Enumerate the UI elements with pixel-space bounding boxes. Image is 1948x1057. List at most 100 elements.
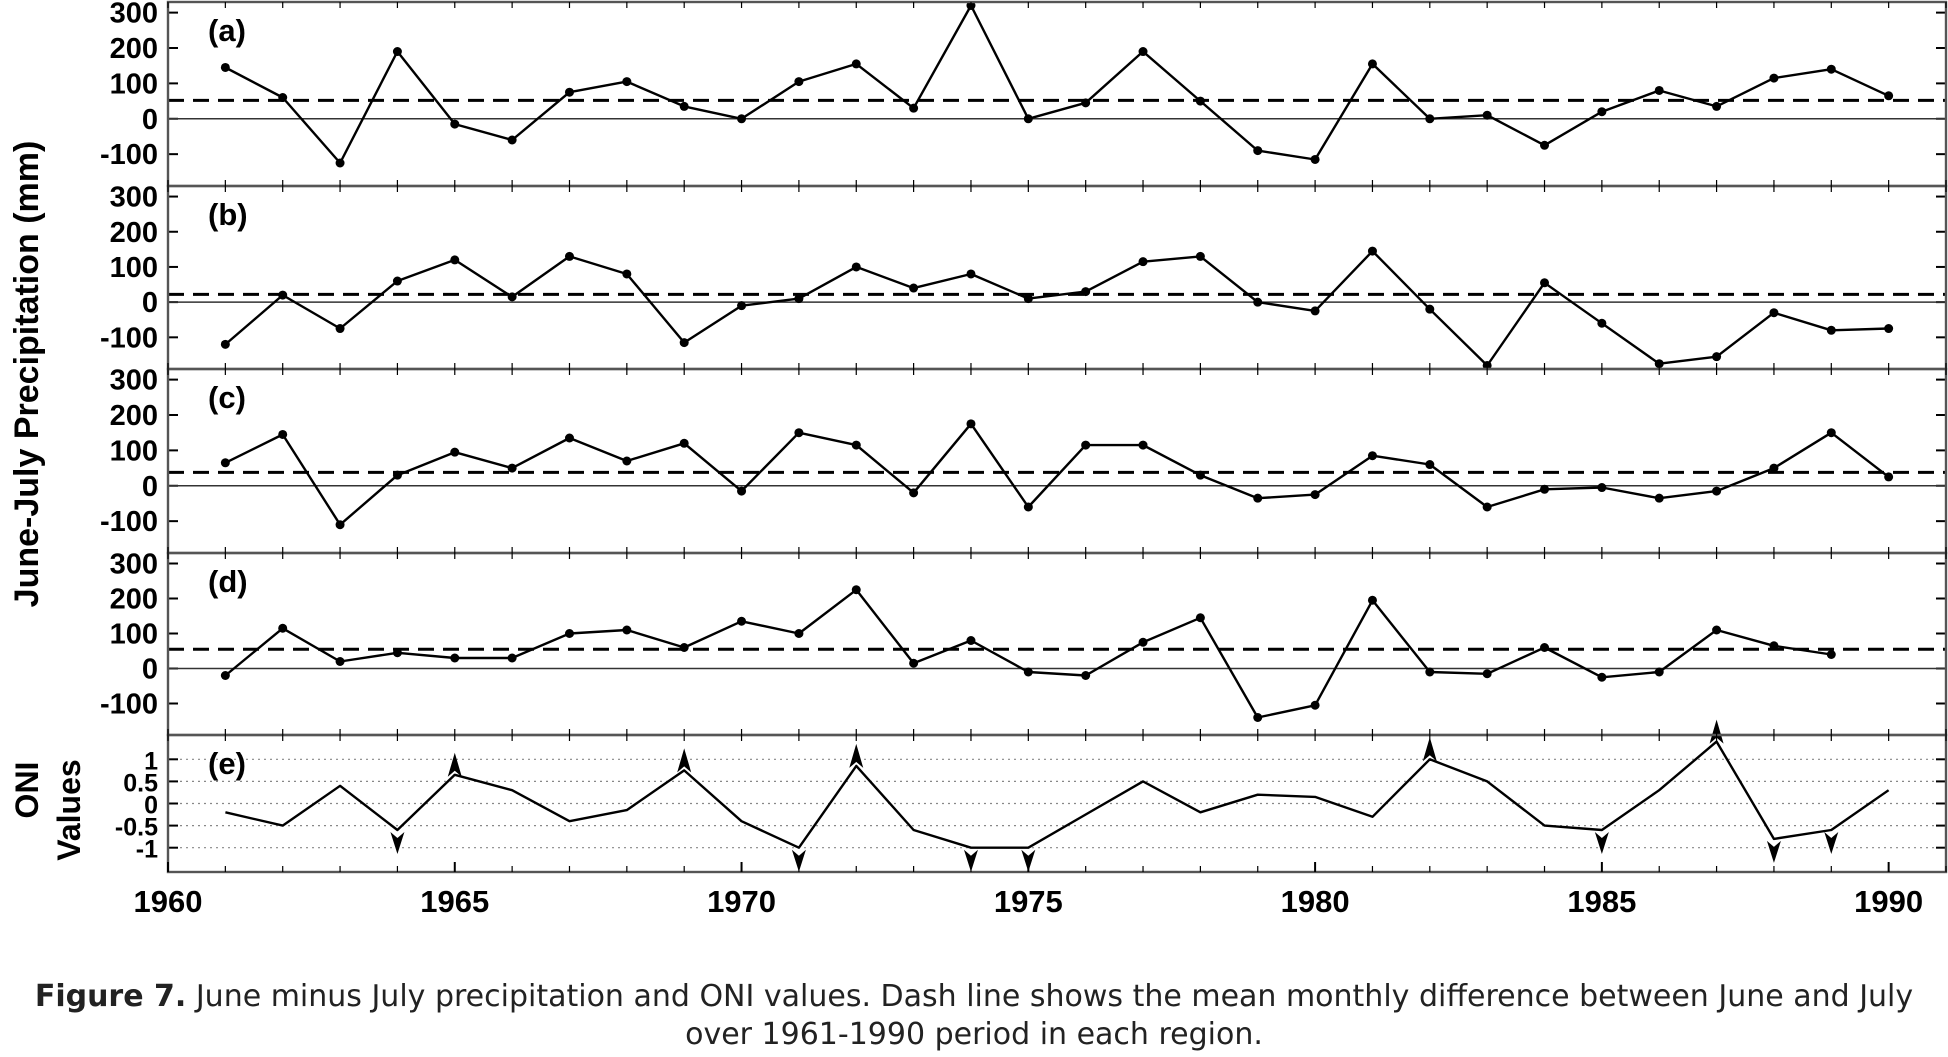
panel-label: (b) (208, 197, 248, 232)
data-point (1884, 91, 1894, 101)
data-point (794, 77, 804, 87)
panel-frame (166, 184, 1948, 371)
y-tick-label: 0 (142, 471, 158, 503)
data-point (450, 653, 460, 663)
data-point (278, 290, 288, 300)
series-line (224, 422, 1890, 526)
panel-e: -1-0.500.51 (e) (115, 719, 1948, 874)
data-point (220, 62, 230, 72)
x-tick-label: 1990 (1854, 884, 1923, 919)
caption-text: June minus July precipitation and ONI va… (186, 979, 1914, 1052)
data-point (1597, 483, 1607, 493)
data-point (1081, 671, 1091, 680)
data-point (335, 520, 345, 530)
data-point (909, 658, 919, 668)
data-point (1654, 493, 1664, 503)
y-tick-label: -100 (100, 139, 158, 171)
series-line (224, 588, 1832, 719)
data-point (335, 158, 345, 168)
data-point (1081, 287, 1091, 297)
data-point (1023, 294, 1033, 304)
x-tick-label: 1985 (1567, 884, 1636, 919)
data-point (909, 103, 919, 113)
data-point (1425, 114, 1435, 124)
data-point (679, 101, 689, 111)
caption-label: Figure 7. (34, 979, 187, 1014)
el-nino-up-arrow (677, 748, 692, 773)
y-tick-label: 200 (110, 33, 158, 65)
data-point (1081, 440, 1091, 450)
panel-label: (e) (208, 746, 246, 781)
data-point (507, 292, 517, 302)
data-point (1425, 667, 1435, 677)
data-point (507, 135, 517, 145)
data-point (794, 428, 804, 438)
y-tick-label: 0 (142, 104, 158, 136)
panel-label: (d) (208, 564, 248, 599)
data-point (220, 671, 230, 680)
data-point (1195, 470, 1205, 480)
y-tick-label: 0 (142, 287, 158, 319)
data-point (737, 486, 747, 496)
data-point (679, 643, 689, 652)
data-point (1884, 324, 1894, 334)
data-point (1195, 96, 1205, 106)
data-point (1712, 101, 1722, 111)
y-tick-label: 100 (110, 68, 158, 100)
data-point (1654, 85, 1664, 95)
y-tick-label: 0 (142, 654, 158, 686)
data-point (909, 488, 919, 498)
y-tick-label: 100 (110, 252, 158, 284)
data-point (1310, 700, 1320, 710)
data-point (1482, 502, 1492, 512)
data-point (1540, 278, 1550, 288)
y-tick-label: 200 (110, 217, 158, 249)
data-point (1540, 484, 1550, 494)
data-point (1712, 625, 1722, 635)
data-point (679, 338, 689, 348)
y-tick-label: 1 (144, 747, 158, 775)
data-point (1826, 64, 1836, 74)
data-point (564, 629, 574, 638)
data-point (507, 653, 517, 663)
la-nina-down-arrow (390, 832, 405, 855)
data-point (278, 93, 288, 103)
data-point (622, 269, 632, 279)
y-tick-label: 300 (110, 0, 158, 30)
data-point (1597, 107, 1607, 117)
x-tick-label: 1975 (994, 884, 1063, 919)
panel-frame (166, 0, 1948, 188)
data-point (1253, 713, 1263, 722)
y-tick-label: -0.5 (115, 814, 158, 842)
data-point (564, 251, 574, 261)
data-point (1023, 667, 1033, 677)
data-point (851, 440, 861, 450)
data-point (851, 59, 861, 69)
panel-frame (166, 551, 1948, 737)
y-axis-title-oni: ONI (9, 762, 45, 819)
la-nina-down-arrow (1594, 832, 1609, 855)
data-point (1367, 451, 1377, 461)
data-point (278, 623, 288, 633)
y-axis-title-values: Values (51, 759, 87, 860)
data-point (966, 419, 976, 429)
data-point (1826, 428, 1836, 438)
data-point (1138, 637, 1148, 647)
panel-label: (c) (208, 380, 246, 415)
el-nino-up-arrow (1422, 737, 1437, 762)
data-point (1310, 306, 1320, 316)
data-point (1654, 667, 1664, 677)
data-point (1884, 472, 1894, 482)
y-tick-label: 300 (110, 365, 158, 397)
y-tick-label: -100 (100, 506, 158, 538)
data-point (1540, 140, 1550, 150)
y-tick-label: 100 (110, 619, 158, 651)
data-point (450, 119, 460, 129)
data-point (1482, 110, 1492, 120)
la-nina-down-arrow (1766, 840, 1781, 863)
data-point (220, 339, 230, 349)
data-point (622, 625, 632, 635)
y-tick-label: 200 (110, 584, 158, 616)
el-nino-up-arrow (447, 752, 462, 777)
